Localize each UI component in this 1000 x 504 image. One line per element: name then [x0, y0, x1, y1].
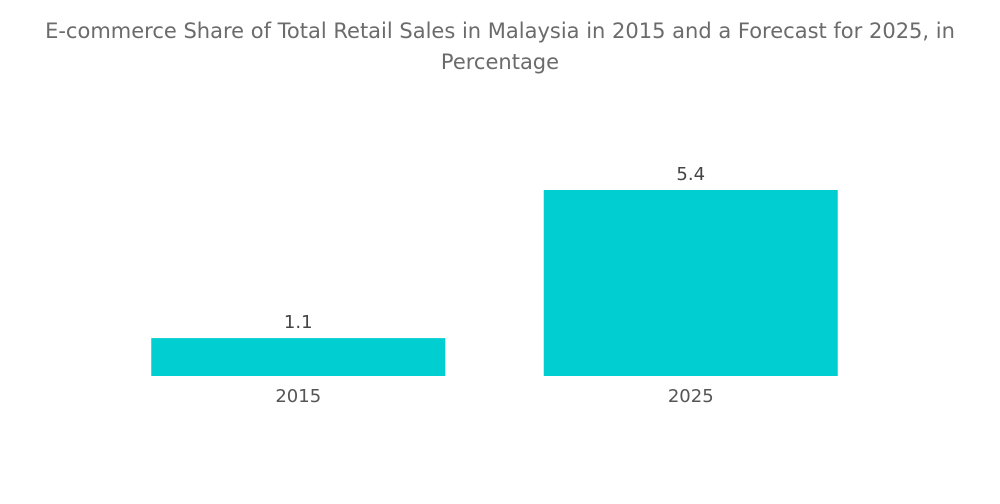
bars-group — [151, 190, 838, 376]
value-labels-group: 1.1 5.4 — [284, 164, 705, 333]
x-tick-label-2025: 2025 — [668, 386, 714, 407]
bar-2025 — [543, 190, 838, 376]
x-tick-label-2015: 2015 — [275, 386, 321, 407]
value-label-2025: 5.4 — [676, 164, 705, 185]
bar-2015 — [151, 338, 446, 376]
x-axis-tick-labels: 2015 2025 — [275, 386, 713, 407]
chart-title: E-commerce Share of Total Retail Sales i… — [45, 19, 955, 74]
value-label-2015: 1.1 — [284, 312, 313, 333]
